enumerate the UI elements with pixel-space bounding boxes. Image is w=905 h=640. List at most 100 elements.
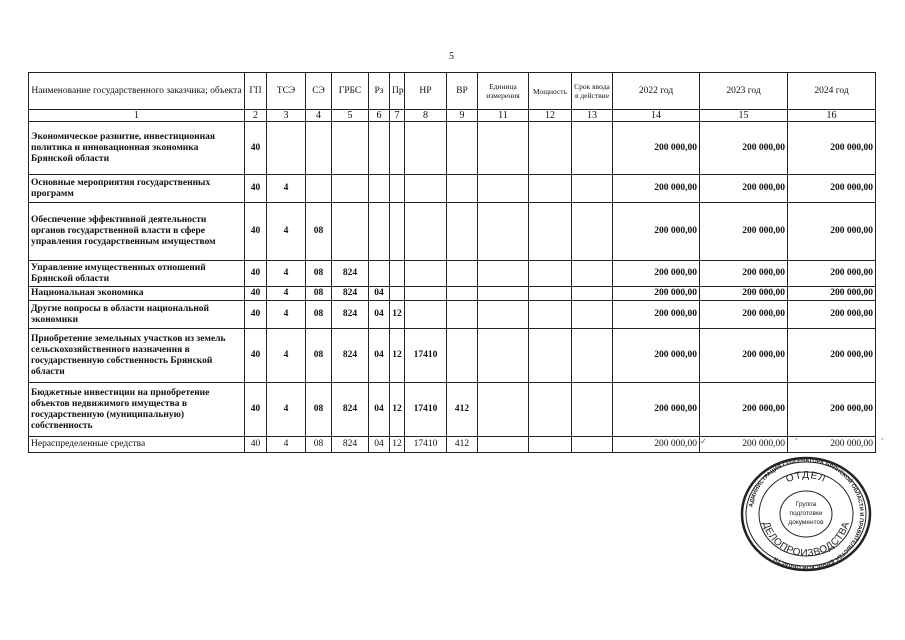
cell-unit: [477, 202, 529, 261]
cell-grbs: 824: [331, 300, 369, 329]
cell-nr: 17410: [404, 436, 447, 453]
cell-pr: [389, 121, 405, 175]
cell-y2023: 200 000,00: [699, 174, 788, 203]
header-gp: ГП: [244, 72, 267, 110]
cell-term: [571, 328, 613, 383]
cell-name: Бюджетные инвестиции на приобретение объ…: [28, 382, 245, 437]
cell-vr: [446, 174, 478, 203]
cell-y2024: 200 000,00: [787, 174, 876, 203]
cell-name: Обеспечение эффективной деятельности орг…: [28, 202, 245, 261]
office-stamp: АДМИНИСТРАЦИЯ ГУБЕРНАТОРА БРЯНСКОЙ ОБЛАС…: [740, 456, 872, 572]
cell-gp: 40: [244, 202, 267, 261]
cell-gp: 40: [244, 300, 267, 329]
cell-grbs: [331, 202, 369, 261]
column-number: 3: [266, 109, 306, 122]
header-2022: 2022 год: [612, 72, 700, 110]
header-2023: 2023 год: [699, 72, 788, 110]
cell-y2022: 200 000,00: [612, 121, 700, 175]
cell-vr: [446, 260, 478, 287]
cell-y2024: 200 000,00: [787, 436, 876, 453]
cell-tse: 4: [266, 382, 306, 437]
column-number: 9: [446, 109, 478, 122]
column-number: 14: [612, 109, 700, 122]
column-number-row: 1 2 3 4 5 6 7 8 9 11 12 13 14 15 16: [28, 109, 876, 122]
cell-vr: 412: [446, 436, 478, 453]
column-number: 11: [477, 109, 529, 122]
cell-y2024: 200 000,00: [787, 382, 876, 437]
cell-power: [528, 328, 572, 383]
cell-name: Национальная экономика: [28, 286, 245, 301]
check-mark-icon: ˇ: [881, 437, 884, 446]
cell-vr: [446, 121, 478, 175]
header-grbs: ГРБС: [331, 72, 369, 110]
cell-grbs: [331, 121, 369, 175]
cell-power: [528, 202, 572, 261]
cell-pr: [389, 174, 405, 203]
cell-name: Управление имущественных отношений Брянс…: [28, 260, 245, 287]
cell-gp: 40: [244, 286, 267, 301]
cell-se: 08: [305, 286, 332, 301]
table-row: Управление имущественных отношений Брянс…: [28, 260, 876, 287]
cell-nr: [404, 286, 447, 301]
cell-pr: 12: [389, 436, 405, 453]
cell-nr: [404, 300, 447, 329]
cell-pr: [389, 286, 405, 301]
cell-vr: [446, 328, 478, 383]
cell-term: [571, 286, 613, 301]
table-row: Обеспечение эффективной деятельности орг…: [28, 202, 876, 261]
cell-unit: [477, 174, 529, 203]
cell-grbs: 824: [331, 382, 369, 437]
cell-term: [571, 121, 613, 175]
cell-term: [571, 382, 613, 437]
column-number: 16: [787, 109, 876, 122]
check-mark-icon: ✓: [700, 437, 707, 446]
cell-y2023: 200 000,00: [699, 300, 788, 329]
cell-power: [528, 382, 572, 437]
cell-term: [571, 202, 613, 261]
header-unit: Единица измерения: [477, 72, 529, 110]
column-number: 12: [528, 109, 572, 122]
check-mark-icon: ˇ: [795, 437, 798, 446]
cell-power: [528, 436, 572, 453]
cell-y2022: 200 000,00: [612, 382, 700, 437]
cell-grbs: 824: [331, 260, 369, 287]
cell-rz: 04: [368, 300, 390, 329]
cell-tse: 4: [266, 328, 306, 383]
header-se: СЭ: [305, 72, 332, 110]
cell-term: [571, 174, 613, 203]
column-number: 4: [305, 109, 332, 122]
cell-term: [571, 260, 613, 287]
cell-y2022: 200 000,00: [612, 202, 700, 261]
cell-y2023: 200 000,00: [699, 121, 788, 175]
cell-tse: 4: [266, 300, 306, 329]
cell-rz: 04: [368, 286, 390, 301]
header-rz: Рз: [368, 72, 390, 110]
cell-y2023: 200 000,00: [699, 436, 788, 453]
cell-y2023: 200 000,00: [699, 328, 788, 383]
column-number: 1: [28, 109, 245, 122]
cell-pr: [389, 260, 405, 287]
cell-tse: 4: [266, 202, 306, 261]
cell-grbs: [331, 174, 369, 203]
cell-se: [305, 121, 332, 175]
cell-y2022: 200 000,00: [612, 260, 700, 287]
cell-y2022: 200 000,00: [612, 286, 700, 301]
cell-se: 08: [305, 202, 332, 261]
cell-pr: 12: [389, 382, 405, 437]
cell-vr: [446, 202, 478, 261]
table-row: Экономическое развитие, инвестиционная п…: [28, 121, 876, 175]
cell-nr: 17410: [404, 382, 447, 437]
cell-y2022: 200 000,00: [612, 174, 700, 203]
cell-pr: 12: [389, 328, 405, 383]
cell-nr: 17410: [404, 328, 447, 383]
cell-tse: [266, 121, 306, 175]
cell-y2024: 200 000,00: [787, 286, 876, 301]
cell-y2024: 200 000,00: [787, 202, 876, 261]
cell-rz: 04: [368, 382, 390, 437]
budget-table: Наименование государственного заказчика;…: [28, 72, 876, 453]
cell-nr: [404, 174, 447, 203]
header-vr: ВР: [446, 72, 478, 110]
cell-se: 08: [305, 436, 332, 453]
cell-se: [305, 174, 332, 203]
cell-tse: 4: [266, 286, 306, 301]
